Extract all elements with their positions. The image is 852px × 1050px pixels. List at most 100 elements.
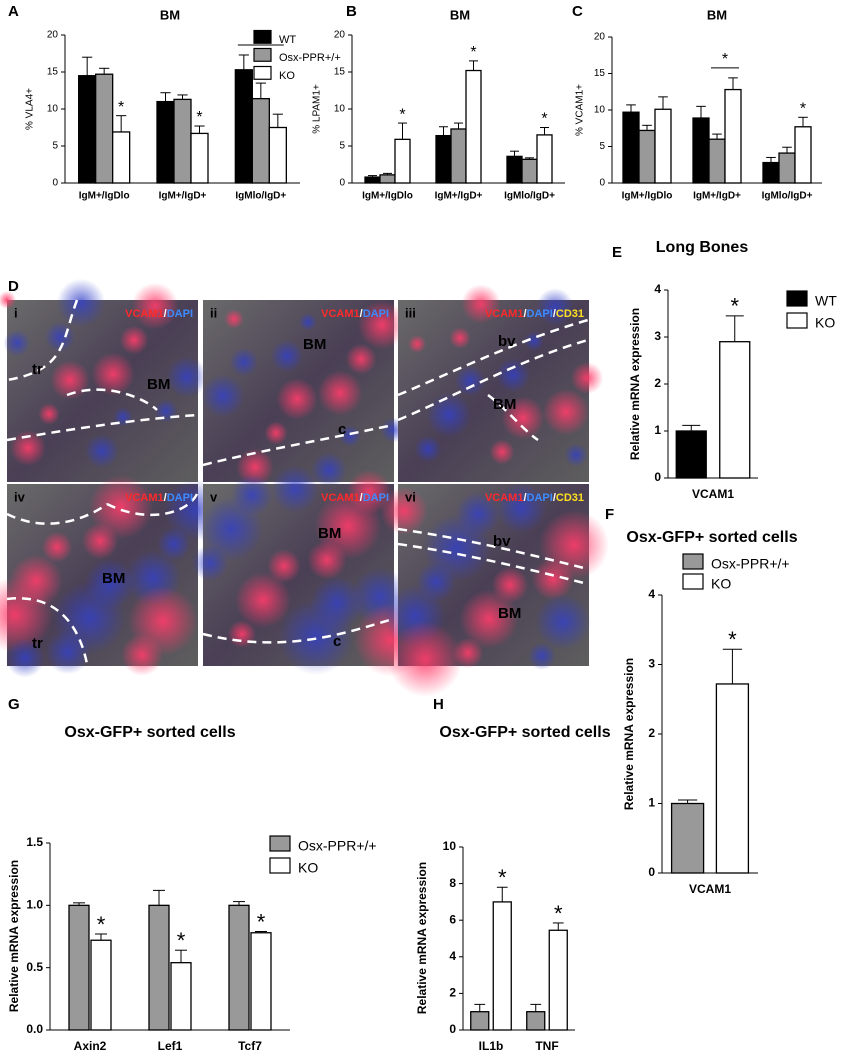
cell-cluster [119, 325, 149, 355]
y-tick-label: 10 [47, 104, 59, 115]
error-bar [552, 922, 564, 931]
cell-cluster [380, 487, 428, 535]
region-label: bv [493, 533, 511, 550]
cell-cluster [235, 572, 291, 628]
legend-label: Osx-PPR+/+ [711, 556, 790, 572]
significance-label: * [257, 909, 266, 934]
stain-part: VCAM1 [321, 492, 360, 504]
micrograph: v VCAM1/DAPI BM c [191, 465, 427, 677]
error-bar [95, 933, 107, 941]
bar [78, 75, 97, 184]
cell-cluster [267, 549, 301, 583]
bar [492, 901, 512, 1031]
error-bar [99, 67, 110, 75]
significance-label: * [554, 901, 563, 926]
cell-cluster [3, 329, 31, 357]
cell-cluster [310, 576, 364, 630]
x-tick-label: Lef1 [158, 1039, 183, 1050]
error-bar [255, 931, 267, 933]
y-tick-label: 2 [449, 986, 456, 1000]
legend-label: Osx-PPR+/+ [279, 52, 341, 64]
tissue-boundary [202, 423, 394, 467]
legend-swatch [253, 29, 272, 44]
y-tick-label: 4 [449, 949, 456, 963]
cell-cluster [387, 621, 463, 697]
cell-cluster [50, 360, 90, 400]
panel-letter: G [8, 696, 20, 713]
cell-cluster [201, 374, 245, 418]
bar [250, 932, 272, 1031]
legend-label: WT [279, 34, 296, 46]
stain-label: VCAM1/DAPI [125, 492, 193, 504]
legend-swatch [269, 857, 291, 874]
bar [654, 108, 672, 184]
cell-cluster [311, 452, 347, 488]
bar [364, 176, 381, 184]
cell-cluster [449, 327, 471, 349]
significance-label: * [800, 101, 806, 118]
chart-title: Long Bones [656, 239, 749, 256]
stain-part: CD31 [556, 492, 584, 504]
bar [622, 111, 640, 184]
y-tick-label: 15 [334, 67, 346, 78]
legend-swatch [786, 290, 808, 307]
cell-cluster [414, 435, 442, 463]
micrograph-numeral: iv [14, 489, 26, 504]
bar [548, 929, 568, 1031]
legend-label: KO [815, 315, 835, 331]
y-tick-label: 3 [654, 329, 661, 343]
y-tick-label: 1 [654, 423, 661, 437]
bar [435, 134, 452, 184]
y-tick-label: 2 [648, 726, 655, 740]
y-axis-label: % VLA4+ [25, 88, 36, 130]
cell-cluster [299, 313, 317, 331]
region-label: BM [303, 336, 326, 353]
error-bar [439, 126, 448, 136]
error-bar [272, 113, 283, 128]
y-tick-label: 10 [594, 105, 606, 116]
cell-cluster [339, 425, 361, 447]
legend-swatch [682, 573, 704, 590]
bar [90, 939, 112, 1031]
error-bar [642, 124, 652, 131]
y-tick-label: 0 [52, 178, 58, 189]
stain-part: VCAM1 [125, 308, 164, 320]
cell-cluster [131, 282, 179, 330]
legend-swatch [269, 835, 291, 852]
region-label: BM [493, 396, 516, 413]
stain-part: / [553, 492, 556, 504]
bar [692, 117, 710, 184]
error-bar [73, 902, 85, 906]
y-tick-label: 2 [654, 376, 661, 390]
stain-part: / [164, 308, 167, 320]
panel-letter: H [433, 696, 444, 713]
tissue-boundary [397, 527, 589, 586]
bar [719, 341, 751, 479]
legend-swatch [253, 65, 272, 80]
error-bar [398, 122, 407, 140]
cell-cluster [88, 474, 154, 540]
panel-letter: F [605, 506, 614, 523]
y-axis-label: % LPAM1+ [312, 84, 323, 134]
region-label: BM [147, 376, 170, 393]
error-bar [496, 886, 508, 902]
stain-label: VCAM1/DAPI/CD31 [485, 492, 584, 504]
significance-label: * [728, 627, 737, 652]
panel-letter: C [572, 3, 583, 20]
bar [148, 904, 170, 1031]
significance-label: * [541, 111, 547, 128]
bar [638, 129, 656, 184]
bar [251, 97, 270, 184]
bar [762, 161, 780, 184]
cell-cluster [270, 339, 304, 373]
y-tick-label: 5 [339, 141, 345, 152]
bar [170, 962, 192, 1031]
panel-letter: E [612, 244, 622, 261]
y-tick-label: 4 [654, 282, 661, 296]
cell-cluster [426, 392, 472, 438]
y-tick-label: 15 [594, 68, 606, 79]
bar [794, 126, 812, 184]
stain-part: DAPI [527, 492, 553, 504]
x-tick-label: IgM+/IgDlo [622, 191, 673, 202]
error-bar [175, 949, 187, 963]
